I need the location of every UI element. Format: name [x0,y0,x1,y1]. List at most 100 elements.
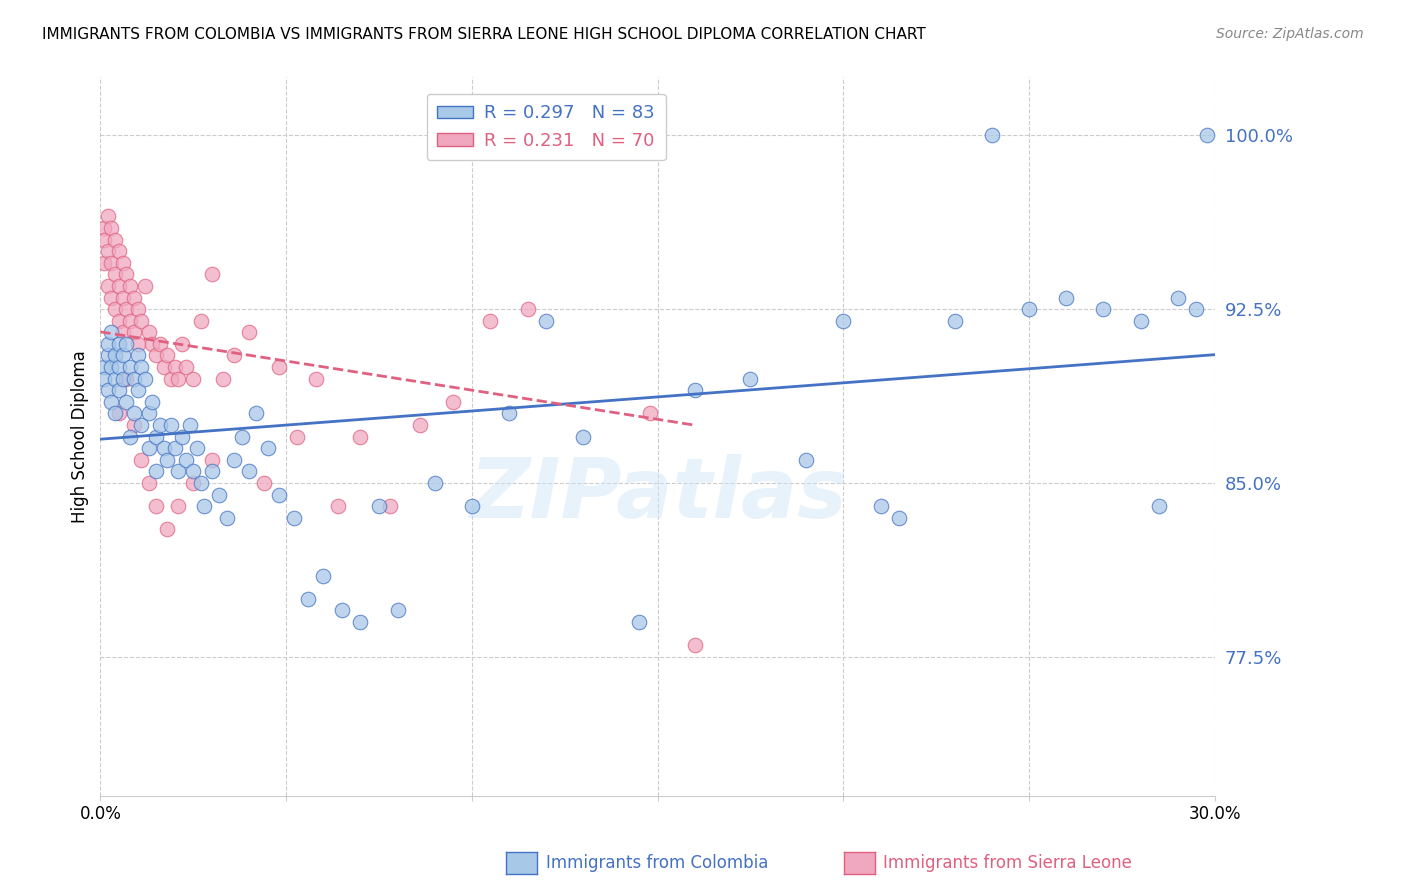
Point [181,475,204,490]
Point [145,499,167,513]
Point [145,429,167,443]
Point [127,384,149,398]
Point [100,256,122,270]
Point [149,337,172,351]
Point [97,210,120,224]
Point [100,326,122,340]
Point [267,487,290,501]
Point [104,268,127,282]
Point [127,349,149,363]
Point [628,615,651,629]
Point [172,337,194,351]
Point [212,372,235,386]
Point [595,128,617,143]
Point [108,244,131,259]
Point [93,233,115,247]
Point [152,360,174,375]
Point [740,372,762,386]
Point [145,464,167,478]
Point [349,615,371,629]
Point [141,394,163,409]
Point [193,499,215,513]
Point [127,337,149,351]
Point [1197,128,1219,143]
Point [129,314,152,328]
Point [190,314,212,328]
Point [1167,291,1189,305]
Point [115,394,138,409]
Point [100,360,122,375]
Text: IMMIGRANTS FROM COLOMBIA VS IMMIGRANTS FROM SIERRA LEONE HIGH SCHOOL DIPLOMA COR: IMMIGRANTS FROM COLOMBIA VS IMMIGRANTS F… [42,27,927,42]
Point [120,360,142,375]
Point [115,268,138,282]
Point [93,221,115,235]
Point [387,603,409,617]
Point [160,417,183,432]
Point [1054,291,1077,305]
Point [97,337,120,351]
Point [108,314,131,328]
Point [97,244,120,259]
Point [167,464,190,478]
Point [869,499,891,513]
Point [201,464,224,478]
Point [378,499,401,513]
Point [638,406,661,420]
Point [167,372,190,386]
Point [120,429,142,443]
Point [253,475,276,490]
Text: Immigrants from Sierra Leone: Immigrants from Sierra Leone [883,855,1132,872]
Point [554,128,576,143]
Point [115,337,138,351]
Point [498,406,520,420]
Point [201,268,224,282]
Point [238,464,260,478]
Point [100,291,122,305]
Point [108,279,131,293]
Point [97,384,120,398]
Point [104,406,127,420]
Point [208,487,231,501]
Point [115,302,138,317]
Point [461,499,484,513]
Point [167,499,190,513]
Point [104,372,127,386]
Point [222,349,245,363]
Point [1129,314,1152,328]
Point [138,326,160,340]
Point [122,291,145,305]
Point [115,372,138,386]
Point [190,475,212,490]
Point [141,337,163,351]
Point [122,417,145,432]
Point [93,372,115,386]
Point [111,291,134,305]
Point [127,302,149,317]
Point [238,326,260,340]
Point [111,372,134,386]
Point [138,441,160,455]
Point [256,441,278,455]
Point [981,128,1004,143]
Point [149,417,172,432]
Point [129,360,152,375]
Point [794,452,817,467]
Point [108,360,131,375]
Y-axis label: High School Diploma: High School Diploma [72,351,89,523]
Point [330,603,353,617]
Point [283,510,305,524]
Point [122,406,145,420]
Point [174,360,197,375]
Point [887,510,910,524]
Point [97,349,120,363]
Point [122,372,145,386]
Point [104,233,127,247]
Point [572,429,595,443]
Point [111,256,134,270]
Point [943,314,966,328]
Point [120,279,142,293]
Point [245,406,267,420]
Point [1147,499,1170,513]
Point [832,314,855,328]
Point [534,314,557,328]
